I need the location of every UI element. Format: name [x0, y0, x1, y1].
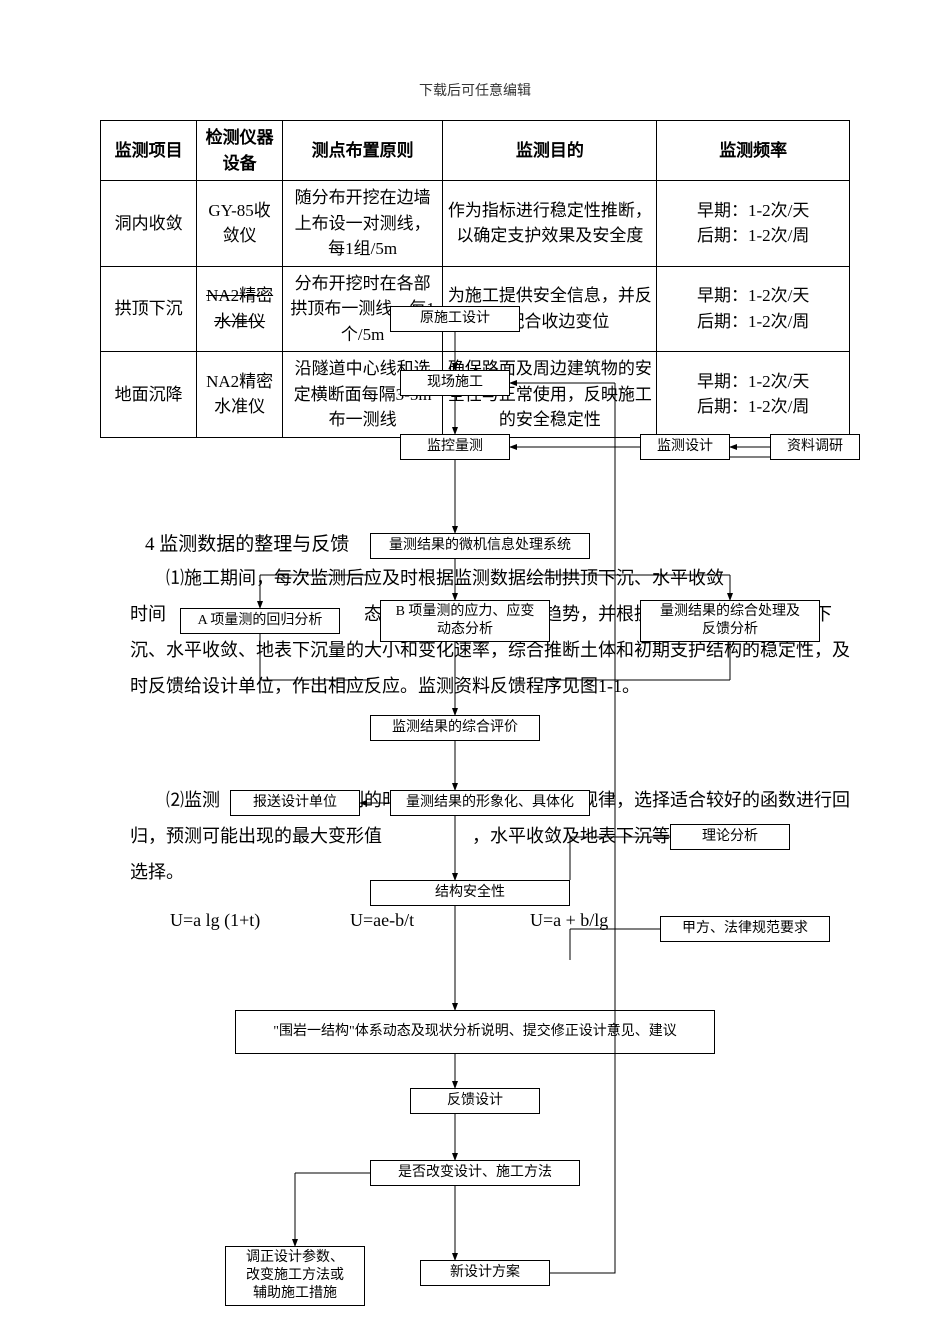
flow-box-b11: 理论分析 [670, 824, 790, 850]
table-row: 洞内收敛 GY-85收敛仪 随分布开挖在边墙上布设一对测线，每1组/5m 作为指… [101, 181, 850, 267]
flow-box-b3b: 资料调研 [770, 434, 860, 460]
cell: 地面沉降 [101, 352, 197, 438]
flow-box-b8: 监测结果的综合评价 [370, 715, 540, 741]
formula-3: U=a + b/lg [530, 910, 608, 931]
th-2: 测点布置原则 [282, 121, 443, 181]
table-header-row: 监测项目 检测仪器设备 测点布置原则 监测目的 监测频率 [101, 121, 850, 181]
cell: GY-85收敛仪 [197, 181, 283, 267]
flow-box-b14: "围岩一结构"体系动态及现状分析说明、提交修正设计意见、建议 [235, 1010, 715, 1054]
flow-box-b9: 报送设计单位 [230, 790, 360, 816]
cell: NA2精密水准仪 [197, 352, 283, 438]
flow-box-b3: 监控量测 [400, 434, 510, 460]
cell: 早期：1-2次/天 后期：1-2次/周 [657, 181, 850, 267]
flow-box-b10: 量测结果的形象化、具体化 [390, 790, 590, 816]
flow-box-b12: 结构安全性 [370, 880, 570, 906]
flow-box-b15: 反馈设计 [410, 1088, 540, 1114]
th-1: 检测仪器设备 [197, 121, 283, 181]
th-4: 监测频率 [657, 121, 850, 181]
flow-box-b3a: 监测设计 [640, 434, 730, 460]
flow-box-b5: A 项量测的回归分析 [180, 608, 340, 634]
cell: NA2精密水准仪 [197, 266, 283, 352]
section-title: 4 监测数据的整理与反馈 [145, 526, 349, 564]
flow-box-b18: 新设计方案 [420, 1260, 550, 1286]
cell: 洞内收敛 [101, 181, 197, 267]
th-0: 监测项目 [101, 121, 197, 181]
cell: 早期：1-2次/天 后期：1-2次/周 [657, 352, 850, 438]
flow-box-b17: 调正设计参数、 改变施工方法或 辅助施工措施 [225, 1246, 365, 1306]
flow-box-b4: 量测结果的微机信息处理系统 [370, 533, 590, 559]
flow-box-b16: 是否改变设计、施工方法 [370, 1160, 580, 1186]
formula-2: U=ae-b/t [350, 910, 414, 931]
cell: 早期：1-2次/天 后期：1-2次/周 [657, 266, 850, 352]
flow-box-b6: B 项量测的应力、应变 动态分析 [380, 600, 550, 642]
th-3: 监测目的 [443, 121, 657, 181]
flow-box-b7: 量测结果的综合处理及 反馈分析 [640, 600, 820, 642]
flow-box-b2: 现场施工 [400, 370, 510, 396]
cell: 随分布开挖在边墙上布设一对测线，每1组/5m [282, 181, 443, 267]
page-header: 下载后可任意编辑 [0, 80, 950, 100]
cell: 作为指标进行稳定性推断，以确定支护效果及安全度 [443, 181, 657, 267]
flow-box-b13: 甲方、法律规范要求 [660, 916, 830, 942]
cell: 拱顶下沉 [101, 266, 197, 352]
formula-1: U=a lg (1+t) [170, 910, 260, 931]
flow-box-b1: 原施工设计 [390, 306, 520, 332]
